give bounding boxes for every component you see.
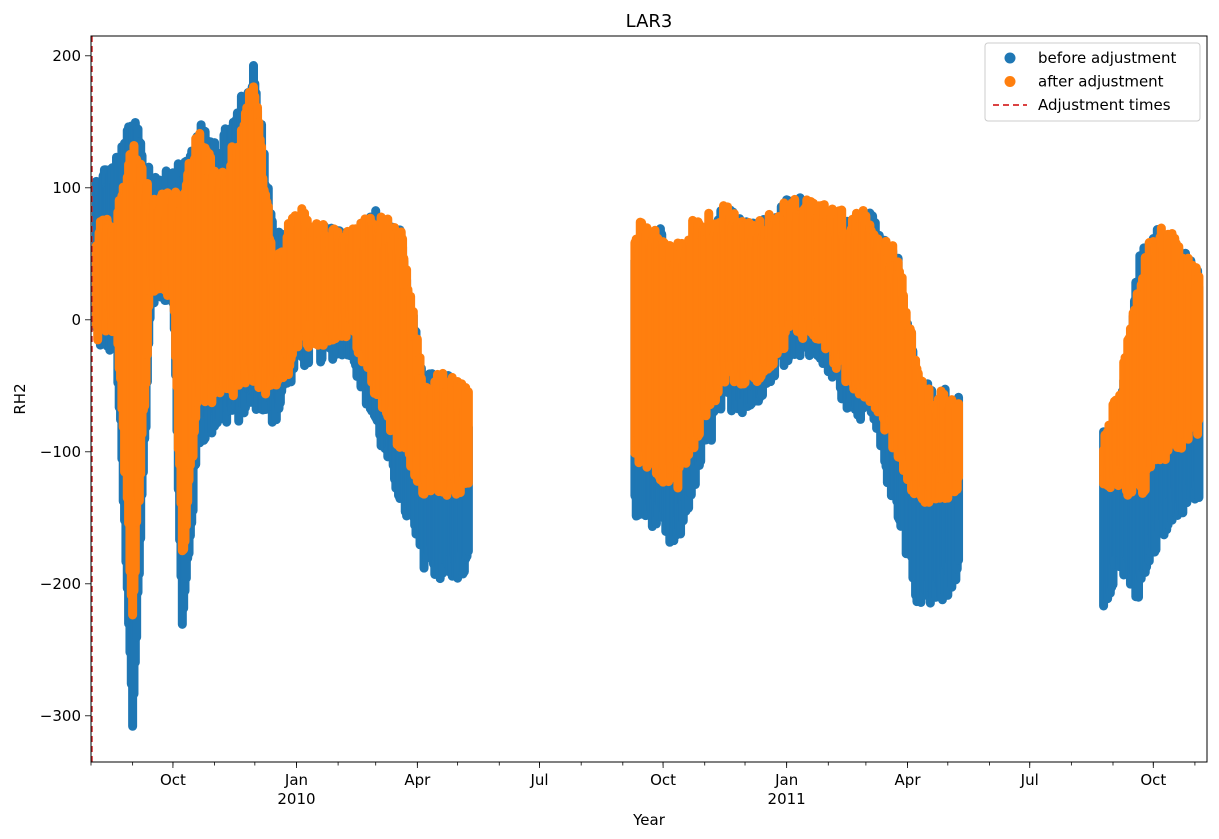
x-tick-label: Jul	[1020, 771, 1039, 789]
legend-marker-after	[1004, 76, 1016, 87]
x-tick-label: Jul	[529, 771, 548, 789]
y-tick-label: 200	[52, 47, 81, 65]
y-tick-label: −100	[40, 443, 81, 461]
x-tick-label: Apr	[404, 771, 431, 789]
plot-frame	[90, 35, 1208, 763]
chart-title: LAR3	[626, 11, 673, 32]
x-tick-label: Oct	[160, 771, 186, 789]
y-tick-label: −200	[40, 575, 81, 593]
legend-label: Adjustment times	[1038, 96, 1171, 114]
legend-label: after adjustment	[1038, 73, 1164, 91]
x-tick-label: Jan	[774, 771, 798, 789]
legend-box	[984, 42, 1201, 122]
y-tick-label: 0	[71, 311, 81, 329]
legend: before adjustment after adjustment Adjustm…	[984, 42, 1201, 122]
x-tick-year-label: 2011	[768, 790, 806, 808]
x-tick-label: Jan	[284, 771, 308, 789]
x-tick-label: Apr	[895, 771, 922, 789]
x-tick-label: Oct	[650, 771, 676, 789]
x-axis-title: Year	[632, 811, 666, 829]
series-after-adjustment	[91, 82, 1204, 620]
y-tick-label: 100	[52, 179, 81, 197]
x-tick-year-label: 2010	[277, 790, 315, 808]
x-tick-label: Oct	[1140, 771, 1166, 789]
y-tick-label: −300	[40, 707, 81, 725]
y-axis-title: RH2	[11, 383, 29, 414]
legend-label: before adjustment	[1038, 49, 1176, 67]
legend-marker-before	[1004, 52, 1016, 64]
y-axis: 200 100 0 −100 −200 −300	[40, 47, 91, 725]
